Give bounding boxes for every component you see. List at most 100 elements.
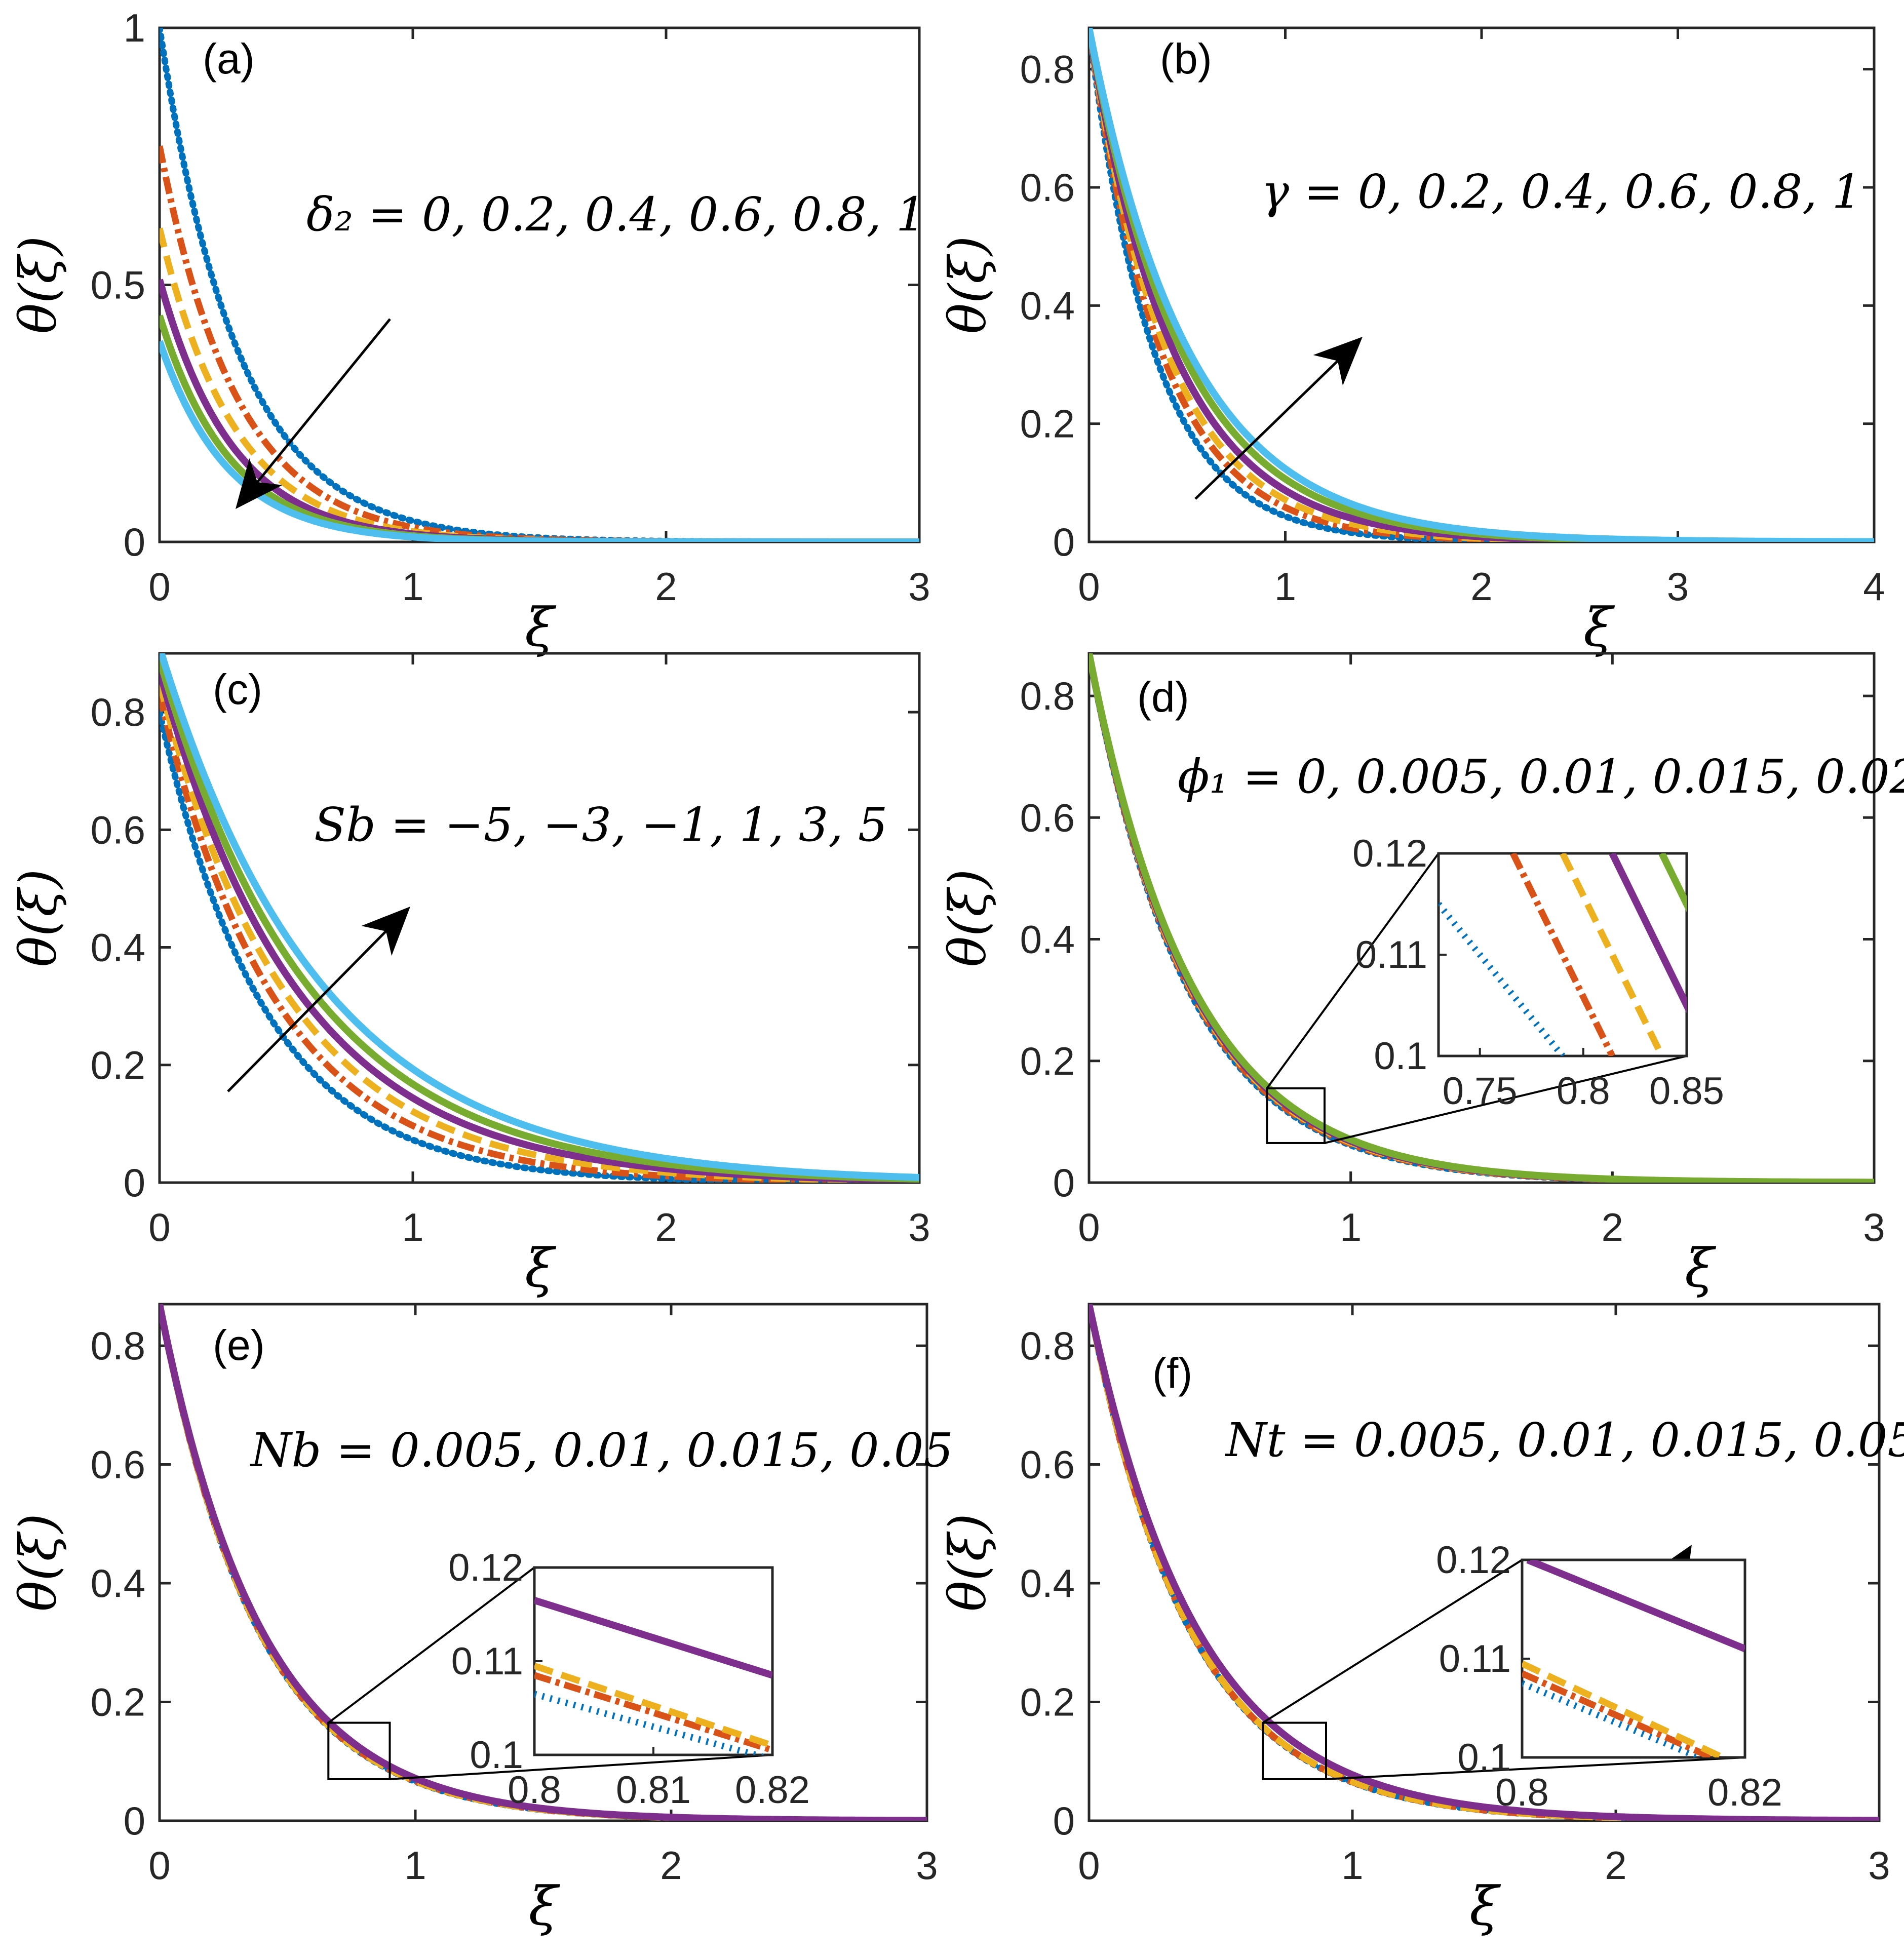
x-tick-label: 0	[148, 1205, 170, 1249]
x-axis-label: ξ	[525, 1237, 557, 1299]
inset-series-line	[1510, 853, 1615, 1056]
inset-series-line	[1609, 853, 1687, 1013]
inset-y-tick-label: 0.12	[448, 1546, 523, 1589]
parameter-annotation: γ = 0, 0.2, 0.4, 0.6, 0.8, 1	[1261, 165, 1861, 219]
y-tick-label: 0.8	[1020, 674, 1075, 718]
panel-e: 0 1 2 3 0 0.2 0.4 0.6 0.8 ξ θ(ξ) (e) Nb = 0.005, 0.0…	[9, 1303, 953, 1937]
x-axis-label: ξ	[1469, 1875, 1501, 1937]
zoom-connector	[390, 1754, 773, 1780]
x-tick-label: 2	[660, 1843, 682, 1888]
panel-c: 0 1 2 3 0 0.2 0.4 0.6 0.8 ξ θ(ξ) (c) Sb = −5, −3, −1…	[9, 652, 930, 1299]
inset-y-tick-label: 0.12	[1436, 1539, 1511, 1582]
inset-y-tick-label: 0.11	[1439, 1637, 1511, 1680]
y-axis-label: θ(ξ)	[938, 1513, 997, 1611]
y-tick-label: 0	[1053, 1160, 1075, 1205]
inset-y-tick-label: 0.11	[1355, 933, 1427, 976]
x-tick-label: 1	[1340, 1205, 1362, 1249]
panel-tag: (d)	[1137, 673, 1189, 721]
inset-series-group	[534, 1597, 772, 1755]
inset-box	[1437, 852, 1688, 1057]
inset-series-line	[1560, 853, 1665, 1056]
series-line	[160, 340, 919, 542]
panel-tag: (c)	[213, 665, 262, 713]
panel-tag: (b)	[1160, 35, 1212, 83]
x-tick-label: 0	[1078, 1843, 1100, 1888]
x-tick-label: 0	[1078, 1205, 1100, 1249]
inset-series-group	[1522, 1560, 1745, 1757]
inset-y-tick-label: 0.11	[451, 1640, 523, 1683]
inset-y-tick-label: 0.12	[1352, 832, 1427, 875]
y-tick-label: 0.4	[91, 1561, 145, 1605]
inset-series-line	[1522, 1670, 1720, 1757]
zoom-connector	[1326, 1756, 1745, 1780]
series-line	[1089, 28, 1874, 542]
axes-box-e	[158, 1303, 928, 1822]
y-tick-label: 0.6	[1020, 165, 1075, 210]
inset-x-tick-label: 0.82	[1707, 1771, 1782, 1814]
x-tick-label: 3	[1868, 1843, 1890, 1888]
trend-arrow-shaft	[1194, 357, 1342, 500]
inset-y-tick-label: 0.1	[1374, 1035, 1427, 1078]
x-tick-label: 2	[1470, 564, 1492, 609]
trend-arrow-shaft	[227, 927, 390, 1092]
y-tick-label: 0.8	[91, 1323, 145, 1368]
zoom-box	[1262, 1721, 1327, 1780]
x-axis-label: ξ	[529, 1875, 561, 1937]
y-tick-label: 0.4	[91, 925, 145, 970]
series-group-a	[160, 28, 919, 542]
inset-x-tick-label: 0.8	[1495, 1771, 1549, 1814]
trend-arrow-head	[236, 458, 283, 509]
x-tick-label: 1	[402, 564, 423, 609]
zoom-connector	[1266, 852, 1440, 1089]
inset-x-tick-label: 0.82	[735, 1769, 810, 1812]
inset-series-line	[1439, 902, 1566, 1056]
panel-tag: (f)	[1152, 1349, 1192, 1397]
inset-series-line	[1658, 853, 1687, 912]
series-group-d	[1089, 653, 1874, 1183]
x-tick-label: 1	[402, 1205, 423, 1249]
y-tick-label: 0.2	[91, 1680, 145, 1725]
x-tick-label: 4	[1863, 564, 1885, 609]
y-tick-label: 0.6	[91, 807, 145, 852]
parameter-annotation: δ₂ = 0, 0.2, 0.4, 0.6, 0.8, 1	[306, 187, 926, 242]
trend-arrow-head	[1313, 337, 1363, 386]
inset-series-line	[534, 1672, 772, 1753]
x-tick-label: 2	[655, 1205, 677, 1249]
panel-a: 0 1 2 3 0 0.5 1 ξ θ(ξ) (a) δ₂ = 0, 0.2, 0.4, 0.6, …	[9, 6, 930, 658]
panel-f: 0 1 2 3 0 0.2 0.4 0.6 0.8 ξ θ(ξ) (f) Nt = 0.005, 0.0…	[938, 1303, 1904, 1937]
y-tick-label: 0.6	[1020, 795, 1075, 840]
y-tick-label: 0.8	[1020, 47, 1075, 92]
x-axis-label: ξ	[1583, 597, 1615, 658]
series-group-c	[160, 653, 919, 1183]
x-tick-label: 0	[148, 1843, 170, 1888]
inset-x-tick-label: 0.8	[508, 1769, 561, 1812]
zoom-connector	[1324, 1055, 1687, 1144]
x-tick-label: 1	[404, 1843, 426, 1888]
y-tick-label: 0	[1053, 1798, 1075, 1843]
y-tick-label: 0.4	[1020, 917, 1075, 962]
y-tick-label: 0.8	[1020, 1323, 1075, 1368]
parameter-annotation: Sb = −5, −3, −1, 1, 3, 5	[314, 798, 887, 852]
x-tick-label: 3	[908, 564, 930, 609]
x-tick-label: 0	[1078, 564, 1100, 609]
inset-x-tick-label: 0.8	[1557, 1070, 1610, 1113]
y-axis-label: θ(ξ)	[938, 236, 997, 334]
y-tick-label: 0.4	[1020, 283, 1075, 328]
zoom-connector	[1262, 1559, 1523, 1724]
inset-series-line	[534, 1597, 772, 1679]
axes-box-c	[158, 652, 921, 1184]
inset-series-line	[534, 1663, 772, 1749]
y-tick-label: 0	[1053, 520, 1075, 564]
trend-arrow-shaft	[253, 318, 391, 487]
inset-x-tick-label: 0.75	[1443, 1070, 1518, 1113]
y-tick-label: 0.2	[1020, 1680, 1075, 1725]
y-axis-label: θ(ξ)	[938, 869, 997, 967]
y-tick-label: 0.6	[91, 1442, 145, 1487]
inset-series-group	[1439, 853, 1687, 1056]
x-tick-label: 3	[916, 1843, 938, 1888]
y-tick-label: 0.4	[1020, 1561, 1075, 1605]
y-tick-label: 0.2	[1020, 1039, 1075, 1083]
y-axis-label: θ(ξ)	[9, 869, 68, 967]
